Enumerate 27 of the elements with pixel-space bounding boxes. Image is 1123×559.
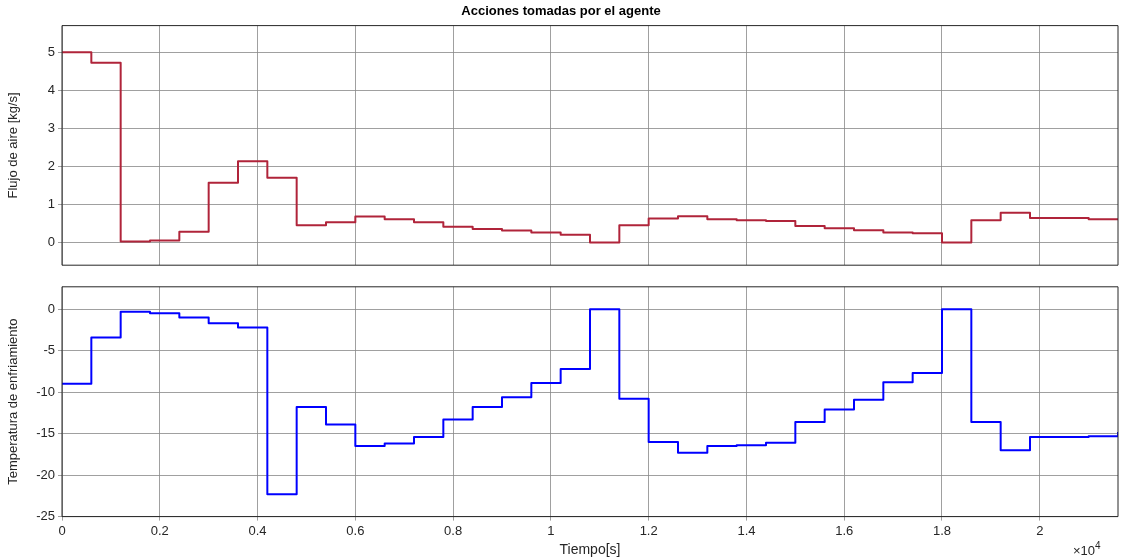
y-tick-label: 0 (47, 233, 55, 249)
x-tick-label: 1 (547, 522, 555, 538)
x-tick-label: 2 (1036, 522, 1044, 538)
y-tick-label: -10 (36, 383, 55, 399)
y-tick-label: 2 (47, 157, 55, 173)
x-tick-label: 1.6 (835, 522, 854, 538)
y-tick-label: 0 (47, 300, 55, 316)
y-tick-label: 1 (47, 195, 55, 211)
x-tick-label: 0.8 (444, 522, 463, 538)
x-tick-label: 0.6 (346, 522, 365, 538)
y-tick-label: 3 (47, 119, 55, 135)
y-tick-label: -15 (36, 425, 55, 441)
x-tick-label: 0 (58, 522, 66, 538)
x-tick-label: 1.4 (737, 522, 756, 538)
y-tick-label: 5 (47, 43, 55, 59)
x-tick-label: 1.8 (932, 522, 952, 538)
x-tick-label: 0.2 (150, 522, 169, 538)
y-axis-title: Flujo de aire [kg/s] (5, 92, 21, 199)
x-tick-label: 1.2 (639, 522, 658, 538)
x-axis-title: Tiempo[s] (559, 541, 621, 558)
y-axis-title: Temperatura de enfriamiento (5, 318, 21, 485)
y-tick-label: -25 (36, 508, 55, 524)
y-tick-label: -20 (36, 466, 55, 482)
chart-title: Acciones tomadas por el agente (461, 3, 661, 19)
y-tick-label: 4 (47, 81, 55, 97)
x-tick-label: 0.4 (248, 522, 267, 538)
y-tick-label: -5 (43, 342, 55, 358)
